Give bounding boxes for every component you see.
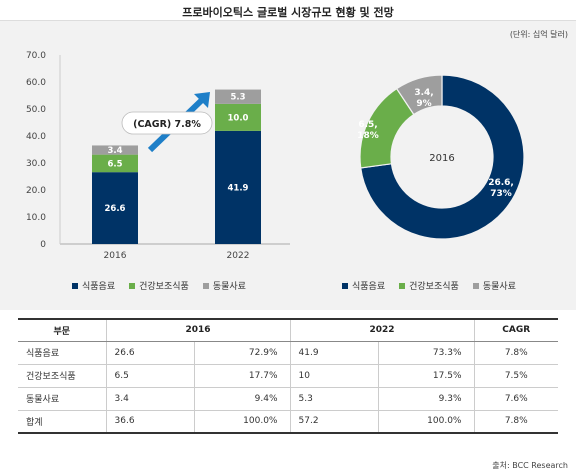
legend-label-food: 식품음료 xyxy=(82,282,116,292)
row-label: 식품음료 xyxy=(18,341,106,365)
cell-2022-share: 73.3% xyxy=(377,341,474,365)
bar-segment xyxy=(215,89,261,104)
donut-chart: 26.6,73% 6.5,18% 3.4,9% 2016 xyxy=(357,74,525,240)
cell-2016-share: 100.0% xyxy=(193,410,290,434)
legend-swatch-feed xyxy=(202,282,209,289)
bar-data-label: 3.4 xyxy=(107,146,122,156)
growth-arrow-head xyxy=(194,92,210,108)
cell-2016-value: 26.6 xyxy=(105,341,194,365)
donut-legend-item-food: 식품음료 xyxy=(342,279,385,292)
cell-2022-value: 5.3 xyxy=(289,387,378,411)
cell-2016-value: 3.4 xyxy=(105,387,194,411)
donut-slice-label: 26.6, xyxy=(488,178,514,188)
row-label: 동물사료 xyxy=(18,387,106,411)
bar-data-label: 41.9 xyxy=(228,183,249,193)
bar-data-label: 5.3 xyxy=(230,93,245,103)
cell-2022-value: 10 xyxy=(289,364,378,388)
bar-segment xyxy=(92,154,138,173)
y-tick-label: 40.0 xyxy=(26,132,46,142)
cell-2022-value: 57.2 xyxy=(289,410,378,434)
table-row: 건강보조식품 6.5 17.7% 10 17.5% 7.5% xyxy=(18,364,558,388)
header-2016: 2016 xyxy=(105,318,290,342)
cell-cagr: 7.8% xyxy=(473,410,558,434)
y-tick-label: 10.0 xyxy=(26,213,46,223)
donut-slice-percent: 73% xyxy=(490,189,512,199)
row-label: 합계 xyxy=(18,410,106,434)
cell-2016-share: 72.9% xyxy=(193,341,290,365)
bar-segment xyxy=(215,130,261,244)
cell-2022-share: 9.3% xyxy=(377,387,474,411)
donut-legend-item-supplement: 건강보조식품 xyxy=(399,279,459,292)
row-label: 건강보조식품 xyxy=(18,364,106,388)
legend-item-supplement: 건강보조식품 xyxy=(129,279,189,292)
header-segment: 부문 xyxy=(18,318,106,342)
page-title: 프로바이오틱스 글로벌 시장규모 현황 및 전망 xyxy=(182,6,394,19)
table-row: 식품음료 26.6 72.9% 41.9 73.3% 7.8% xyxy=(18,341,558,365)
donut-slice-label: 6.5, xyxy=(358,120,377,130)
y-tick-label: 70.0 xyxy=(26,51,46,61)
y-tick-label: 20.0 xyxy=(26,186,46,196)
donut-center-label: 2016 xyxy=(429,153,454,164)
cell-2016-value: 6.5 xyxy=(105,364,194,388)
header-cagr: CAGR xyxy=(473,318,558,342)
donut-slice xyxy=(395,74,443,116)
cell-2016-share: 17.7% xyxy=(193,364,290,388)
cell-cagr: 7.5% xyxy=(473,364,558,388)
bar-segment xyxy=(215,103,261,131)
cell-2016-value: 36.6 xyxy=(105,410,194,434)
cell-2022-share: 100.0% xyxy=(377,410,474,434)
title-divider xyxy=(0,20,576,21)
bar-legend: 식품음료 건강보조식품 동물사료 xyxy=(72,279,246,292)
donut-slice xyxy=(360,74,525,240)
donut-legend: 식품음료 건강보조식품 동물사료 xyxy=(342,279,516,292)
cell-2022-value: 41.9 xyxy=(289,341,378,365)
donut-slice-label: 3.4, xyxy=(414,88,433,98)
cell-2022-share: 17.5% xyxy=(377,364,474,388)
x-tick-label: 2022 xyxy=(227,251,250,261)
table-row-total: 합계 36.6 100.0% 57.2 100.0% 7.8% xyxy=(18,410,558,434)
market-size-table: 부문 2016 2022 CAGR 식품음료 26.6 72.9% 41.9 7… xyxy=(18,318,558,434)
donut-legend-swatch-supplement xyxy=(399,282,406,289)
y-tick-label: 50.0 xyxy=(26,105,46,115)
table-header-row: 부문 2016 2022 CAGR xyxy=(18,318,558,342)
legend-swatch-food xyxy=(72,282,78,289)
stacked-bar-chart: 0 10.0 20.0 30.0 40.0 50.0 60.0 70.0 26.6 6.5 3.4 2… xyxy=(26,51,290,261)
cagr-annotation-box xyxy=(121,111,213,135)
bar-data-label: 6.5 xyxy=(107,159,122,169)
legend-swatch-supplement xyxy=(129,282,136,289)
donut-legend-label-food: 식품음료 xyxy=(352,282,386,292)
y-tick-label: 0 xyxy=(40,240,46,250)
legend-item-food: 식품음료 xyxy=(72,279,115,292)
donut-legend-label-feed: 동물사료 xyxy=(482,282,516,292)
header-2022: 2022 xyxy=(289,318,474,342)
cell-2016-share: 9.4% xyxy=(193,387,290,411)
x-tick-label: 2016 xyxy=(104,251,127,261)
bar-segment xyxy=(92,172,138,244)
cagr-annotation-text: (CAGR) 7.8% xyxy=(133,119,201,130)
cell-cagr: 7.6% xyxy=(473,387,558,411)
legend-label-supplement: 건강보조식품 xyxy=(139,282,189,292)
donut-slice-percent: 9% xyxy=(416,99,431,109)
table-row: 동물사료 3.4 9.4% 5.3 9.3% 7.6% xyxy=(18,387,558,411)
source-note: 출처: BCC Research xyxy=(492,461,568,470)
donut-slice-percent: 18% xyxy=(357,131,379,141)
donut-legend-item-feed: 동물사료 xyxy=(472,279,516,292)
bar-data-label: 26.6 xyxy=(105,204,126,214)
donut-legend-swatch-feed xyxy=(472,282,479,289)
legend-label-feed: 동물사료 xyxy=(212,282,246,292)
y-tick-label: 60.0 xyxy=(26,78,46,88)
bar-segment xyxy=(92,145,138,155)
bar-data-label: 10.0 xyxy=(228,113,249,123)
donut-legend-swatch-food xyxy=(342,282,348,289)
donut-legend-label-supplement: 건강보조식품 xyxy=(409,282,459,292)
unit-note: (단위: 십억 달러) xyxy=(509,30,568,39)
legend-item-feed: 동물사료 xyxy=(202,279,246,292)
cell-cagr: 7.8% xyxy=(473,341,558,365)
y-tick-label: 30.0 xyxy=(26,159,46,169)
